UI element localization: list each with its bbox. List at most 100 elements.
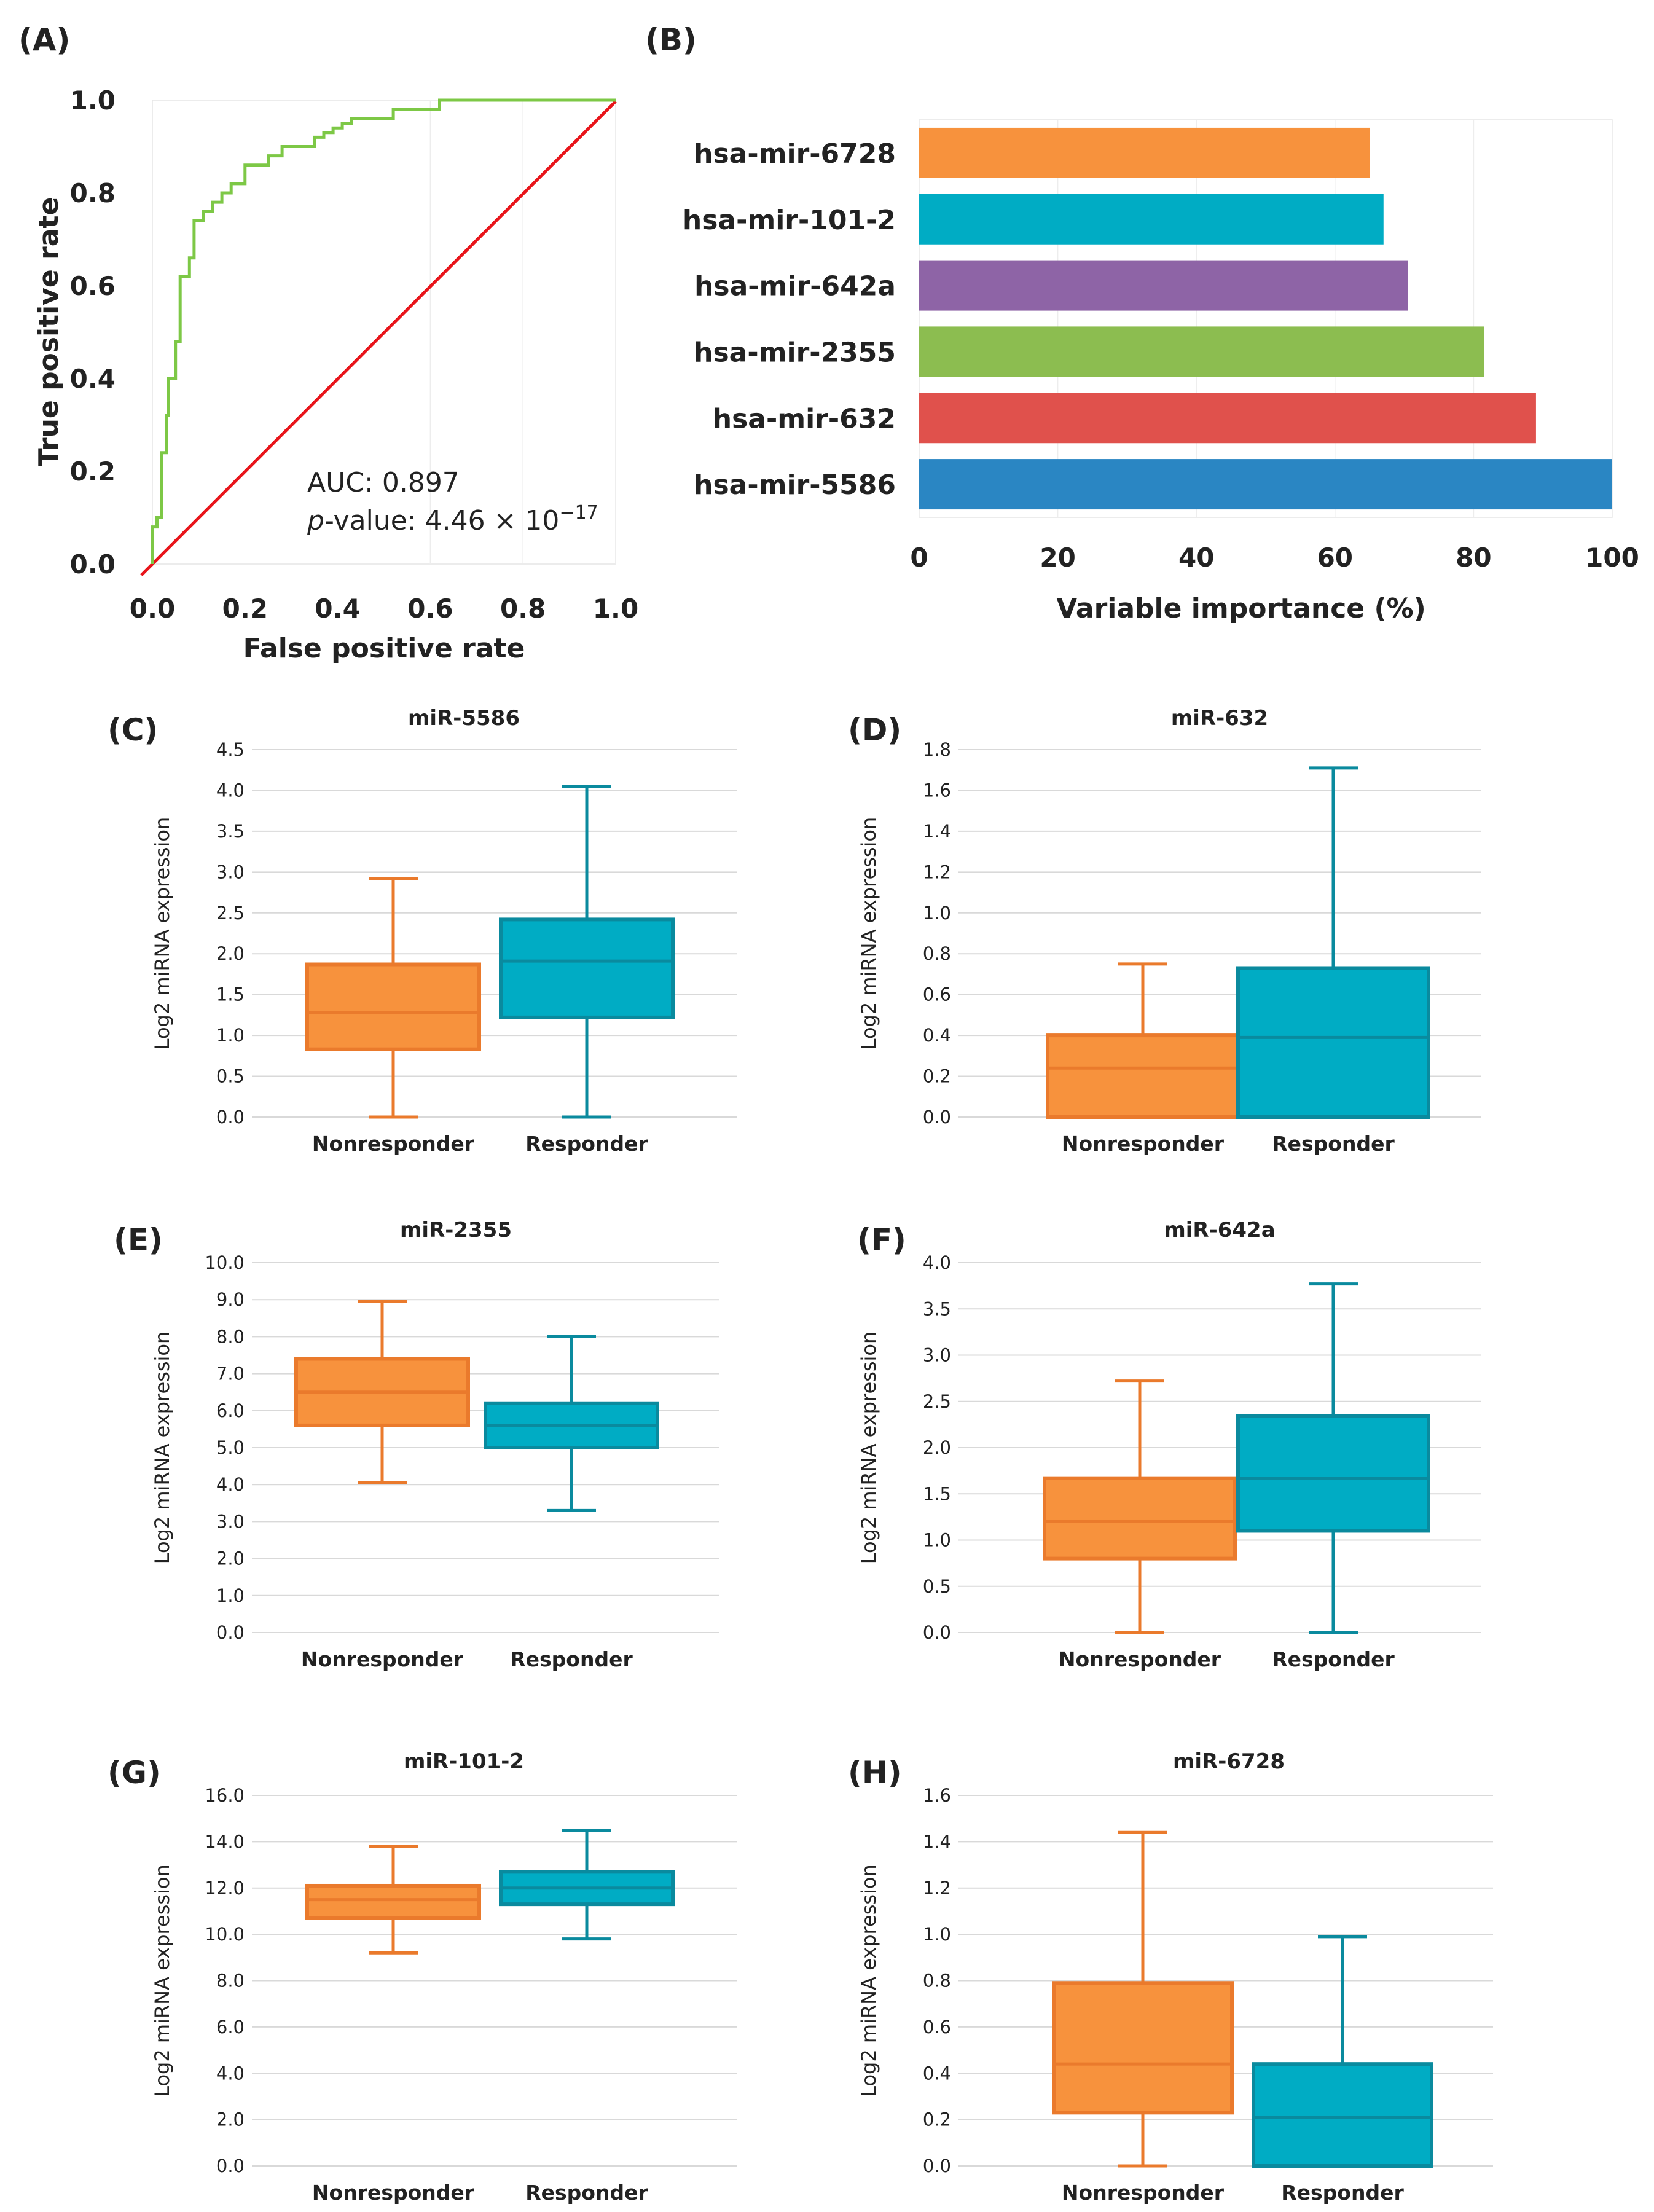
- roc-pvalue-text: p-value: 4.46 × 10−17: [307, 502, 598, 536]
- importance-xtick-label: 20: [1040, 543, 1075, 573]
- boxplot-category-label: Responder: [525, 2181, 648, 2205]
- roc-chart: 0.0 0.2 0.4 0.6 0.8 1.0 0.0 0.2 0.4 0.6 0.8 1.0 Fals…: [33, 85, 638, 664]
- roc-xtick-label: 0.0: [130, 594, 175, 624]
- boxplot-ytick-label: 6.0: [216, 1400, 245, 1421]
- importance-xaxis-label: Variable importance (%): [1056, 593, 1426, 624]
- roc-random-line: [140, 100, 617, 576]
- boxplot-box: [499, 917, 675, 1019]
- boxplot-box: [484, 1401, 659, 1450]
- importance-bar: [919, 393, 1536, 444]
- boxplot-category-label: Nonresponder: [312, 1132, 475, 1156]
- boxplot-ytick-label: 2.0: [216, 1548, 245, 1569]
- boxplot-yaxis-label: Log2 miRNA expression: [857, 1332, 880, 1564]
- boxplot-ytick-label: 1.0: [923, 1924, 951, 1945]
- panel-label: (D): [848, 712, 901, 748]
- boxplot-ytick-label: 12.0: [205, 1878, 245, 1899]
- boxplot-category-label: Nonresponder: [1062, 2181, 1225, 2205]
- boxplot-ytick-label: 9.0: [216, 1289, 245, 1310]
- boxplot-box: [305, 962, 481, 1051]
- panel-label: (E): [114, 1222, 163, 1258]
- boxplot-yaxis-label: Log2 miRNA expression: [151, 817, 174, 1050]
- boxplot-ytick-label: 1.4: [923, 1831, 951, 1852]
- boxplot-ytick-label: 2.5: [216, 903, 245, 924]
- boxplot-box: [1236, 1414, 1430, 1533]
- boxplot-ytick-label: 1.0: [216, 1585, 245, 1606]
- boxplot-category-label: Nonresponder: [312, 2181, 475, 2205]
- boxplot-ytick-label: 2.0: [216, 2109, 245, 2130]
- boxplot-ytick-label: 0.6: [923, 984, 951, 1005]
- boxplot-ytick-label: 10.0: [205, 1252, 245, 1273]
- boxplot-ytick-label: 0.0: [216, 1622, 245, 1643]
- roc-auc-text: AUC: 0.897: [307, 467, 460, 498]
- boxplot-box: [305, 1883, 481, 1920]
- importance-bar: [919, 459, 1612, 510]
- boxplot-box: [1252, 2062, 1433, 2168]
- boxplot-box: [499, 1870, 675, 1907]
- boxplot-ytick-label: 3.5: [216, 821, 245, 842]
- boxplot-title: miR-101-2: [404, 1749, 524, 1774]
- boxplot-ytick-label: 2.0: [923, 1437, 951, 1458]
- boxplot-ytick-label: 0.0: [216, 1107, 245, 1128]
- boxplot-ytick-label: 2.5: [923, 1391, 951, 1412]
- boxplot-ytick-label: 1.5: [216, 984, 245, 1005]
- importance-xtick-label: 60: [1317, 543, 1353, 573]
- roc-xtick-label: 1.0: [593, 594, 638, 624]
- importance-category-label: hsa-mir-6728: [694, 138, 896, 170]
- boxplot-ytick-label: 0.5: [923, 1576, 951, 1597]
- boxplot-yaxis-label: Log2 miRNA expression: [857, 1864, 880, 2097]
- boxplot-ytick-label: 0.4: [923, 1025, 951, 1046]
- roc-panel: 0.0 0.2 0.4 0.6 0.8 1.0 0.0 0.2 0.4 0.6 0.8 1.0 Fals…: [0, 0, 639, 676]
- roc-ytick-label: 0.2: [70, 457, 116, 487]
- pvalue-exponent: −17: [559, 502, 598, 524]
- panel-label-b: (B): [645, 22, 697, 58]
- importance-category-label: hsa-mir-642a: [694, 271, 896, 302]
- boxplot-ytick-label: 0.2: [923, 1066, 951, 1087]
- boxplot-category-label: Responder: [510, 1647, 633, 1671]
- boxplot-ytick-label: 0.5: [216, 1066, 245, 1087]
- boxplot-ytick-label: 4.0: [216, 1474, 245, 1495]
- boxplot-ytick-label: 0.6: [923, 2017, 951, 2037]
- boxplot-ytick-label: 4.0: [216, 780, 245, 801]
- boxplot-title: miR-642a: [1164, 1218, 1275, 1242]
- boxplot-ytick-label: 1.2: [923, 861, 951, 882]
- roc-xtick-label: 0.4: [315, 594, 360, 624]
- roc-curve: [151, 98, 616, 564]
- boxplot-ytick-label: 3.0: [216, 861, 245, 882]
- boxplot-yaxis-label: Log2 miRNA expression: [151, 1332, 174, 1564]
- importance-category-label: hsa-mir-632: [713, 403, 896, 434]
- panel-label-a: (A): [18, 22, 71, 58]
- boxplot-ytick-label: 3.0: [923, 1345, 951, 1366]
- boxplot-title: miR-2355: [400, 1218, 512, 1242]
- boxplot-ytick-label: 5.0: [216, 1437, 245, 1458]
- importance-xtick-label: 40: [1178, 543, 1214, 573]
- boxplot-title: miR-5586: [408, 706, 520, 731]
- roc-xaxis-label: False positive rate: [243, 633, 525, 664]
- roc-xtick-label: 0.6: [407, 594, 453, 624]
- boxplot-ytick-label: 1.0: [216, 1025, 245, 1046]
- boxplot-yaxis-label: Log2 miRNA expression: [857, 817, 880, 1050]
- boxplot-ytick-label: 10.0: [205, 1924, 245, 1945]
- boxplot-ytick-label: 0.0: [923, 1622, 951, 1643]
- importance-chart: 0 20 40 60 80 100 Variable importance (%) hsa-m…: [683, 119, 1639, 624]
- boxplot-box: [1046, 1033, 1240, 1119]
- boxplot-category-label: Nonresponder: [1062, 1132, 1225, 1156]
- importance-plot-frame: [919, 119, 1613, 518]
- importance-bar: [919, 326, 1484, 377]
- importance-category-label: hsa-mir-101-2: [683, 205, 896, 236]
- roc-xtick-label: 0.2: [222, 594, 268, 624]
- panel-label: (G): [108, 1755, 161, 1790]
- boxplot-ytick-label: 0.8: [923, 1971, 951, 1991]
- boxplot-ytick-label: 14.0: [205, 1831, 245, 1852]
- importance-xtick-label: 100: [1585, 543, 1639, 573]
- boxplot-ytick-label: 0.0: [923, 2155, 951, 2176]
- boxplot-title: miR-6728: [1173, 1749, 1285, 1774]
- importance-bar: [919, 127, 1370, 178]
- boxplot-ytick-label: 1.0: [923, 1530, 951, 1551]
- importance-category-label: hsa-mir-2355: [694, 337, 896, 368]
- boxplot-title: miR-632: [1171, 706, 1268, 731]
- boxplot-ytick-label: 1.8: [923, 739, 951, 760]
- boxplot-ytick-label: 4.0: [923, 1252, 951, 1273]
- boxplot-ytick-label: 0.4: [923, 2063, 951, 2084]
- roc-ytick-label: 0.8: [70, 178, 116, 208]
- boxplot-ytick-label: 3.0: [216, 1511, 245, 1532]
